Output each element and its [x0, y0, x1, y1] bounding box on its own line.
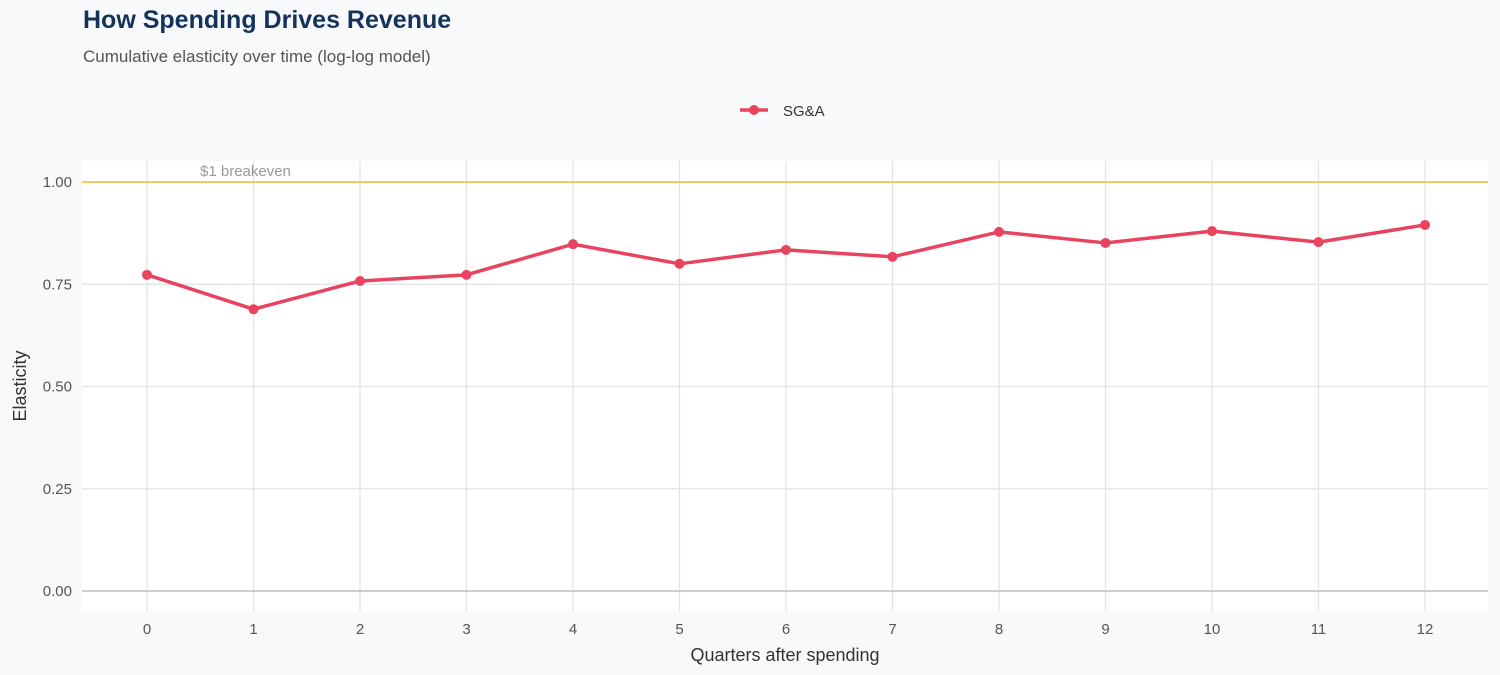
x-tick-label: 11: [1311, 621, 1327, 638]
x-tick-label: 1: [249, 621, 257, 638]
data-point: [674, 258, 685, 269]
x-tick-label: 2: [356, 621, 364, 638]
breakeven-label: $1 breakeven: [200, 163, 291, 180]
data-point: [461, 269, 472, 280]
y-tick-label: 0.50: [43, 379, 72, 396]
x-tick-label: 4: [569, 621, 577, 638]
data-point: [887, 251, 898, 262]
y-axis-label: Elasticity: [10, 350, 30, 421]
data-point: [1207, 226, 1217, 237]
data-point: [142, 269, 152, 280]
data-point: [355, 275, 365, 286]
chart-subtitle: Cumulative elasticity over time (log-log…: [83, 47, 431, 66]
x-tick-label: 0: [143, 621, 151, 638]
y-tick-label: 0.00: [43, 583, 72, 600]
x-tick-label: 12: [1417, 621, 1434, 638]
x-axis-label: Quarters after spending: [690, 645, 879, 665]
x-tick-label: 5: [675, 621, 683, 638]
data-point: [568, 239, 578, 250]
data-point: [1313, 237, 1324, 248]
data-point: [781, 244, 791, 255]
x-tick-label: 6: [782, 621, 790, 638]
legend-label: SG&A: [783, 103, 825, 120]
x-tick-label: 8: [995, 621, 1003, 638]
data-point: [1100, 237, 1111, 248]
data-point: [994, 226, 1004, 237]
x-tick-label: 3: [462, 621, 470, 638]
y-tick-label: 0.75: [43, 276, 72, 293]
x-tick-label: 9: [1101, 621, 1109, 638]
data-point: [248, 304, 259, 315]
chart-title: How Spending Drives Revenue: [83, 6, 452, 34]
legend-marker: [749, 105, 759, 115]
x-tick-label: 7: [888, 621, 896, 638]
y-tick-label: 1.00: [43, 174, 72, 191]
x-tick-label: 10: [1204, 621, 1221, 638]
data-point: [1420, 219, 1430, 230]
y-tick-label: 0.25: [43, 481, 72, 498]
